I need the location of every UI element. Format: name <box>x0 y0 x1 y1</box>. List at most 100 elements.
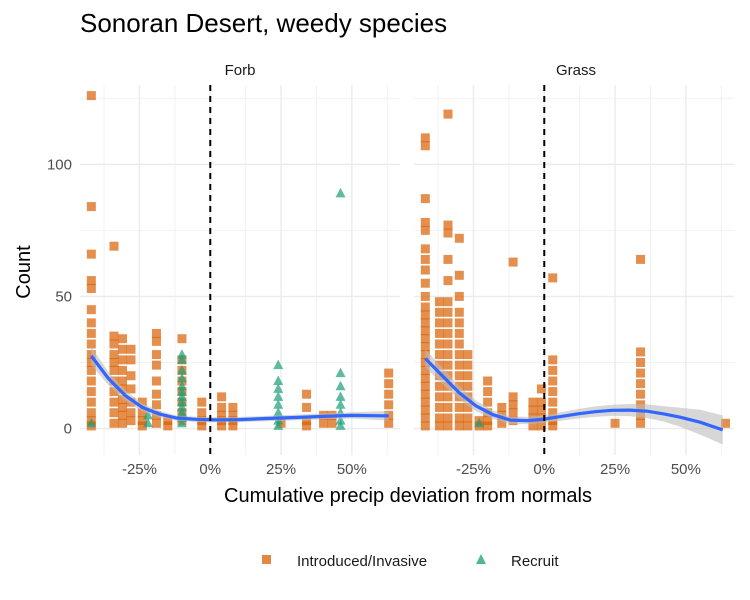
point-recruit <box>273 359 284 370</box>
point-introduced <box>454 307 464 317</box>
point-introduced <box>86 284 96 293</box>
panel-grass <box>414 85 734 455</box>
y-tick-label: 50 <box>55 288 72 305</box>
point-introduced <box>86 387 96 397</box>
point-introduced <box>420 244 430 254</box>
x-tick-label: 50% <box>337 461 367 478</box>
point-introduced <box>302 402 312 412</box>
point-introduced <box>302 416 312 426</box>
point-introduced <box>420 389 430 399</box>
chart-title: Sonoran Desert, weedy species <box>80 8 447 38</box>
point-introduced <box>163 416 173 426</box>
point-introduced <box>420 217 430 227</box>
point-recruit <box>176 380 187 391</box>
point-introduced <box>420 310 430 320</box>
point-introduced <box>483 421 493 431</box>
point-recruit <box>176 349 187 359</box>
point-introduced <box>151 360 161 370</box>
point-recruit <box>176 372 187 383</box>
point-recruit <box>273 375 284 385</box>
point-recruit <box>273 407 284 417</box>
x-axis-title: Cumulative precip deviation from normals <box>224 485 592 507</box>
point-recruit <box>335 187 346 198</box>
point-introduced <box>420 421 430 431</box>
point-introduced <box>463 360 473 370</box>
point-introduced <box>109 241 119 251</box>
point-recruit <box>176 401 187 412</box>
panel-forb <box>80 85 400 455</box>
point-introduced <box>536 384 546 394</box>
legend: Introduced/Invasive Recruit <box>262 553 559 570</box>
point-introduced <box>454 421 464 431</box>
point-introduced <box>636 418 646 428</box>
point-introduced <box>420 302 430 312</box>
point-introduced <box>86 305 96 315</box>
point-introduced <box>483 387 493 397</box>
legend-recruit-swatch <box>476 554 486 564</box>
x-tick-label: 0% <box>199 461 221 478</box>
point-introduced <box>443 307 453 317</box>
point-introduced <box>454 291 464 301</box>
point-introduced <box>454 381 464 391</box>
y-tick-label: 100 <box>47 156 72 173</box>
point-introduced <box>483 397 493 407</box>
point-introduced <box>434 328 444 338</box>
point-introduced <box>151 400 161 410</box>
point-introduced <box>126 371 136 381</box>
point-introduced <box>126 344 136 354</box>
point-introduced <box>528 405 538 415</box>
point-recruit <box>335 420 346 430</box>
y-axis-ticks: 0 50 100 <box>47 156 72 437</box>
point-introduced <box>384 389 394 399</box>
point-introduced <box>109 350 119 360</box>
point-introduced <box>86 202 96 212</box>
point-introduced <box>86 339 96 349</box>
point-introduced <box>151 389 161 399</box>
point-introduced <box>420 326 430 336</box>
point-introduced <box>109 339 119 349</box>
point-introduced <box>434 297 444 307</box>
point-introduced <box>443 402 453 412</box>
point-introduced <box>463 371 473 381</box>
x-tick-label: 25% <box>600 461 630 478</box>
point-introduced <box>117 410 127 420</box>
point-introduced <box>327 418 337 428</box>
point-introduced <box>163 421 173 431</box>
point-introduced <box>420 334 430 344</box>
point-introduced <box>636 379 646 389</box>
point-introduced <box>548 421 558 431</box>
point-introduced <box>126 408 136 418</box>
point-introduced <box>126 416 136 426</box>
point-recruit <box>273 399 284 409</box>
point-introduced <box>536 405 546 415</box>
point-introduced <box>217 410 227 420</box>
point-introduced <box>463 350 473 360</box>
point-introduced <box>420 373 430 383</box>
point-introduced <box>636 254 646 264</box>
point-introduced <box>548 376 558 386</box>
point-introduced <box>217 392 227 402</box>
point-introduced <box>228 402 238 412</box>
point-introduced <box>137 421 147 431</box>
point-introduced <box>443 350 453 360</box>
point-introduced <box>508 408 518 418</box>
point-introduced <box>443 276 453 286</box>
point-introduced <box>443 297 453 307</box>
point-introduced <box>420 133 430 143</box>
point-introduced <box>420 254 430 264</box>
point-introduced <box>528 421 538 431</box>
point-introduced <box>434 413 444 423</box>
point-introduced <box>434 421 444 431</box>
point-introduced <box>86 318 96 328</box>
point-introduced <box>151 376 161 386</box>
point-introduced <box>420 413 430 423</box>
point-introduced <box>197 421 207 431</box>
point-recruit <box>474 417 485 428</box>
point-introduced <box>109 397 119 407</box>
point-introduced <box>508 400 518 410</box>
x-tick-label: 0% <box>533 461 555 478</box>
point-introduced <box>434 381 444 391</box>
point-recruit <box>335 380 346 391</box>
point-introduced <box>319 418 329 428</box>
point-introduced <box>508 392 518 402</box>
